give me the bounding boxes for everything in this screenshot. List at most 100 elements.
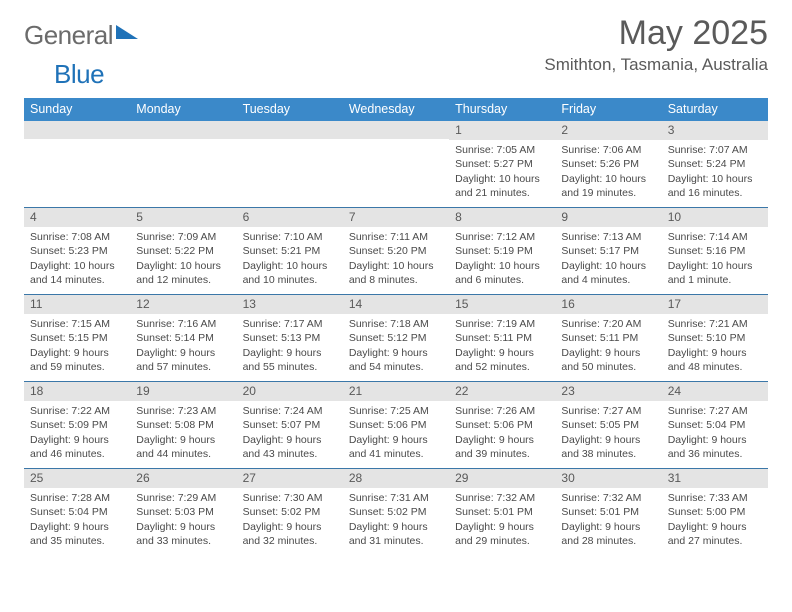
day-cell: 11Sunrise: 7:15 AMSunset: 5:15 PMDayligh…	[24, 295, 130, 381]
day-info-line: Sunrise: 7:25 AM	[349, 404, 443, 418]
day-info-line: Daylight: 9 hours and 35 minutes.	[30, 520, 124, 548]
day-body: Sunrise: 7:19 AMSunset: 5:11 PMDaylight:…	[449, 314, 555, 378]
day-info-line: Sunrise: 7:06 AM	[561, 143, 655, 157]
day-info-line: Sunrise: 7:07 AM	[668, 143, 762, 157]
day-info-line: Daylight: 10 hours and 6 minutes.	[455, 259, 549, 287]
day-cell	[24, 121, 130, 207]
day-info-line: Daylight: 9 hours and 32 minutes.	[243, 520, 337, 548]
day-info-line: Sunset: 5:12 PM	[349, 331, 443, 345]
day-number: 12	[130, 295, 236, 314]
day-info-line: Daylight: 9 hours and 54 minutes.	[349, 346, 443, 374]
day-info-line: Daylight: 9 hours and 43 minutes.	[243, 433, 337, 461]
day-number: 4	[24, 208, 130, 227]
day-info-line: Sunrise: 7:32 AM	[455, 491, 549, 505]
day-number: 14	[343, 295, 449, 314]
day-info-line: Daylight: 10 hours and 4 minutes.	[561, 259, 655, 287]
day-cell: 22Sunrise: 7:26 AMSunset: 5:06 PMDayligh…	[449, 382, 555, 468]
day-info-line: Sunset: 5:14 PM	[136, 331, 230, 345]
day-info-line: Sunset: 5:06 PM	[349, 418, 443, 432]
day-body: Sunrise: 7:27 AMSunset: 5:05 PMDaylight:…	[555, 401, 661, 465]
day-body: Sunrise: 7:32 AMSunset: 5:01 PMDaylight:…	[555, 488, 661, 552]
day-info-line: Daylight: 9 hours and 44 minutes.	[136, 433, 230, 461]
day-info-line: Daylight: 9 hours and 52 minutes.	[455, 346, 549, 374]
logo-text-1: General	[24, 20, 113, 51]
day-cell: 25Sunrise: 7:28 AMSunset: 5:04 PMDayligh…	[24, 469, 130, 555]
day-number	[343, 121, 449, 139]
day-body	[130, 139, 236, 146]
day-number: 16	[555, 295, 661, 314]
day-body: Sunrise: 7:12 AMSunset: 5:19 PMDaylight:…	[449, 227, 555, 291]
day-info-line: Sunrise: 7:27 AM	[561, 404, 655, 418]
day-number: 20	[237, 382, 343, 401]
day-info-line: Sunset: 5:06 PM	[455, 418, 549, 432]
day-cell: 13Sunrise: 7:17 AMSunset: 5:13 PMDayligh…	[237, 295, 343, 381]
day-cell: 2Sunrise: 7:06 AMSunset: 5:26 PMDaylight…	[555, 121, 661, 207]
day-info-line: Daylight: 9 hours and 41 minutes.	[349, 433, 443, 461]
day-cell: 23Sunrise: 7:27 AMSunset: 5:05 PMDayligh…	[555, 382, 661, 468]
day-info-line: Sunrise: 7:17 AM	[243, 317, 337, 331]
logo: General	[24, 20, 140, 51]
weekday-header-row: SundayMondayTuesdayWednesdayThursdayFrid…	[24, 98, 768, 121]
day-info-line: Sunrise: 7:33 AM	[668, 491, 762, 505]
day-info-line: Sunset: 5:04 PM	[30, 505, 124, 519]
day-number: 15	[449, 295, 555, 314]
week-row: 4Sunrise: 7:08 AMSunset: 5:23 PMDaylight…	[24, 207, 768, 294]
day-info-line: Sunrise: 7:11 AM	[349, 230, 443, 244]
day-cell: 5Sunrise: 7:09 AMSunset: 5:22 PMDaylight…	[130, 208, 236, 294]
day-number: 1	[449, 121, 555, 140]
day-info-line: Sunset: 5:04 PM	[668, 418, 762, 432]
day-cell: 7Sunrise: 7:11 AMSunset: 5:20 PMDaylight…	[343, 208, 449, 294]
day-number	[237, 121, 343, 139]
day-info-line: Daylight: 9 hours and 46 minutes.	[30, 433, 124, 461]
day-info-line: Daylight: 9 hours and 31 minutes.	[349, 520, 443, 548]
day-info-line: Sunset: 5:05 PM	[561, 418, 655, 432]
day-info-line: Daylight: 9 hours and 59 minutes.	[30, 346, 124, 374]
week-row: 25Sunrise: 7:28 AMSunset: 5:04 PMDayligh…	[24, 468, 768, 555]
day-number: 10	[662, 208, 768, 227]
day-body: Sunrise: 7:24 AMSunset: 5:07 PMDaylight:…	[237, 401, 343, 465]
day-info-line: Sunset: 5:15 PM	[30, 331, 124, 345]
day-cell: 14 Sunrise: 7:18 AMSunset: 5:12 PMDayligh…	[343, 295, 449, 381]
day-number: 6	[237, 208, 343, 227]
day-number	[130, 121, 236, 139]
day-info-line: Sunrise: 7:27 AM	[668, 404, 762, 418]
day-info-line: Sunrise: 7:05 AM	[455, 143, 549, 157]
day-info-line: Daylight: 10 hours and 1 minute.	[668, 259, 762, 287]
day-info-line: Daylight: 9 hours and 48 minutes.	[668, 346, 762, 374]
day-info-line: Sunrise: 7:18 AM	[349, 317, 443, 331]
day-cell	[130, 121, 236, 207]
day-body: Sunrise: 7:22 AMSunset: 5:09 PMDaylight:…	[24, 401, 130, 465]
day-cell: 10Sunrise: 7:14 AMSunset: 5:16 PMDayligh…	[662, 208, 768, 294]
day-cell: 12Sunrise: 7:16 AMSunset: 5:14 PMDayligh…	[130, 295, 236, 381]
day-cell: 4Sunrise: 7:08 AMSunset: 5:23 PMDaylight…	[24, 208, 130, 294]
day-cell: 16Sunrise: 7:20 AMSunset: 5:11 PMDayligh…	[555, 295, 661, 381]
day-info-line: Sunset: 5:20 PM	[349, 244, 443, 258]
day-info-line: Daylight: 10 hours and 19 minutes.	[561, 172, 655, 200]
weekday-header: Wednesday	[343, 98, 449, 121]
day-info-line: Sunrise: 7:09 AM	[136, 230, 230, 244]
day-info-line: Sunset: 5:07 PM	[243, 418, 337, 432]
day-body: Sunrise: 7:17 AMSunset: 5:13 PMDaylight:…	[237, 314, 343, 378]
day-info-line: Sunrise: 7:30 AM	[243, 491, 337, 505]
day-body: Sunrise: 7:10 AMSunset: 5:21 PMDaylight:…	[237, 227, 343, 291]
day-info-line: Sunset: 5:11 PM	[561, 331, 655, 345]
day-info-line: Sunrise: 7:12 AM	[455, 230, 549, 244]
weekday-header: Saturday	[662, 98, 768, 121]
day-info-line: Sunset: 5:10 PM	[668, 331, 762, 345]
day-info-line: Daylight: 10 hours and 12 minutes.	[136, 259, 230, 287]
day-body	[24, 139, 130, 146]
day-info-line: Sunset: 5:17 PM	[561, 244, 655, 258]
day-number: 27	[237, 469, 343, 488]
day-number: 24	[662, 382, 768, 401]
day-cell: 28Sunrise: 7:31 AMSunset: 5:02 PMDayligh…	[343, 469, 449, 555]
day-info-line: Sunset: 5:24 PM	[668, 157, 762, 171]
day-cell: 17Sunrise: 7:21 AMSunset: 5:10 PMDayligh…	[662, 295, 768, 381]
day-number: 21	[343, 382, 449, 401]
day-cell: 31Sunrise: 7:33 AMSunset: 5:00 PMDayligh…	[662, 469, 768, 555]
day-cell: 29Sunrise: 7:32 AMSunset: 5:01 PMDayligh…	[449, 469, 555, 555]
day-cell: 30Sunrise: 7:32 AMSunset: 5:01 PMDayligh…	[555, 469, 661, 555]
day-info-line: Sunset: 5:21 PM	[243, 244, 337, 258]
day-body: Sunrise: 7:13 AMSunset: 5:17 PMDaylight:…	[555, 227, 661, 291]
day-number: 9	[555, 208, 661, 227]
day-info-line: Sunset: 5:13 PM	[243, 331, 337, 345]
